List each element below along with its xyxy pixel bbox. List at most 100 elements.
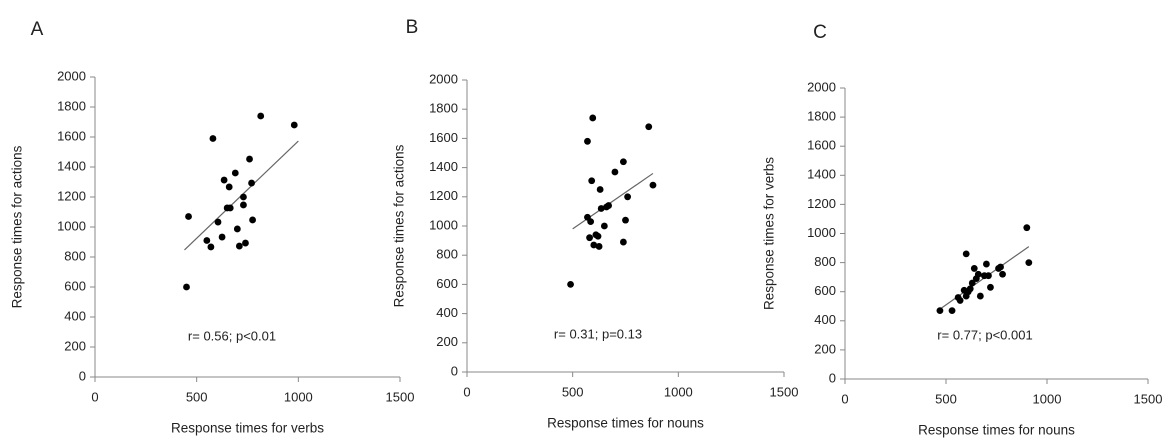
point <box>605 202 612 209</box>
y-tick-label: 1800 <box>57 98 86 113</box>
panel-label: B <box>406 17 419 38</box>
point <box>600 222 608 230</box>
point <box>233 225 241 233</box>
y-tick-label: 1400 <box>429 159 458 174</box>
x-axis-label: Response times for nouns <box>918 423 1075 438</box>
y-tick-label: 2000 <box>429 71 458 86</box>
point <box>248 179 255 187</box>
point <box>209 135 217 142</box>
point <box>249 216 256 224</box>
point <box>586 234 593 242</box>
annotation: r= 0.56; p<0.01 <box>188 328 276 343</box>
y-tick-label: 1000 <box>807 225 836 240</box>
x-tick-label: 0 <box>91 389 98 404</box>
trend-line <box>572 172 654 230</box>
point <box>649 181 657 189</box>
point <box>218 233 226 241</box>
x-tick-label: 500 <box>935 391 957 406</box>
point <box>936 307 944 315</box>
point <box>589 114 597 122</box>
point <box>290 121 298 129</box>
point <box>622 216 629 224</box>
point <box>257 112 265 120</box>
point <box>997 263 1004 271</box>
y-tick-label: 1000 <box>57 218 86 233</box>
annotation: r= 0.31; p=0.13 <box>554 326 642 341</box>
point <box>595 243 603 250</box>
point <box>624 193 632 201</box>
y-tick-label: 800 <box>814 254 836 269</box>
point <box>597 205 605 212</box>
y-tick-label: 1800 <box>807 109 836 124</box>
point <box>956 297 964 304</box>
x-tick-label: 500 <box>186 389 208 404</box>
panel-label: A <box>31 19 44 40</box>
annotation: r= 0.77; p<0.001 <box>937 327 1032 342</box>
x-axis-label: Response times for nouns <box>547 416 704 431</box>
y-tick-label: 0 <box>79 368 86 383</box>
point <box>968 279 976 287</box>
y-tick-label: 1800 <box>429 101 458 116</box>
point <box>1023 224 1031 232</box>
point <box>235 242 243 250</box>
point <box>619 238 627 246</box>
y-tick-label: 1600 <box>57 128 86 143</box>
point <box>983 260 990 268</box>
y-axis-label: Response times for actions <box>392 144 407 307</box>
point <box>948 307 956 315</box>
y-tick-label: 200 <box>814 341 836 356</box>
point <box>185 213 192 220</box>
point <box>220 176 228 184</box>
point <box>596 186 604 193</box>
point <box>584 137 591 145</box>
point <box>240 201 247 209</box>
point <box>590 241 598 249</box>
x-tick-label: 1500 <box>770 384 799 399</box>
x-tick-label: 0 <box>463 384 470 399</box>
point <box>970 265 978 272</box>
point <box>242 239 249 247</box>
point <box>225 183 233 191</box>
y-tick-label: 1000 <box>429 217 458 232</box>
y-tick-label: 400 <box>436 305 458 320</box>
y-tick-label: 400 <box>814 312 836 327</box>
point <box>611 168 619 176</box>
point <box>966 285 974 293</box>
point <box>231 169 239 177</box>
x-axis-label: Response times for verbs <box>171 421 324 436</box>
x-tick-label: 500 <box>562 384 584 399</box>
point <box>240 193 247 201</box>
panel-label: C <box>813 22 827 43</box>
y-tick-label: 600 <box>436 276 458 291</box>
x-tick-label: 1000 <box>1033 391 1062 406</box>
point <box>985 272 992 280</box>
point <box>999 270 1006 278</box>
point <box>588 177 596 185</box>
point <box>587 218 595 226</box>
x-tick-label: 1500 <box>1134 391 1163 406</box>
point <box>976 292 984 300</box>
y-tick-label: 0 <box>829 370 836 385</box>
y-tick-label: 2000 <box>57 68 86 83</box>
point <box>1025 259 1033 266</box>
point <box>214 218 222 226</box>
y-tick-label: 200 <box>436 334 458 349</box>
y-tick-label: 800 <box>436 247 458 262</box>
y-tick-label: 400 <box>64 308 86 323</box>
point <box>594 232 602 240</box>
point <box>183 283 190 291</box>
x-tick-label: 0 <box>841 391 848 406</box>
point <box>645 123 653 131</box>
y-tick-label: 1600 <box>807 138 836 153</box>
y-tick-label: 1200 <box>429 188 458 203</box>
y-tick-label: 1400 <box>807 167 836 182</box>
point <box>567 281 574 288</box>
y-tick-label: 600 <box>814 283 836 298</box>
point <box>962 250 970 258</box>
x-tick-label: 1500 <box>386 389 415 404</box>
y-tick-label: 200 <box>64 338 86 353</box>
y-tick-label: 1600 <box>429 130 458 145</box>
y-tick-label: 1200 <box>807 196 836 211</box>
point <box>207 243 215 251</box>
